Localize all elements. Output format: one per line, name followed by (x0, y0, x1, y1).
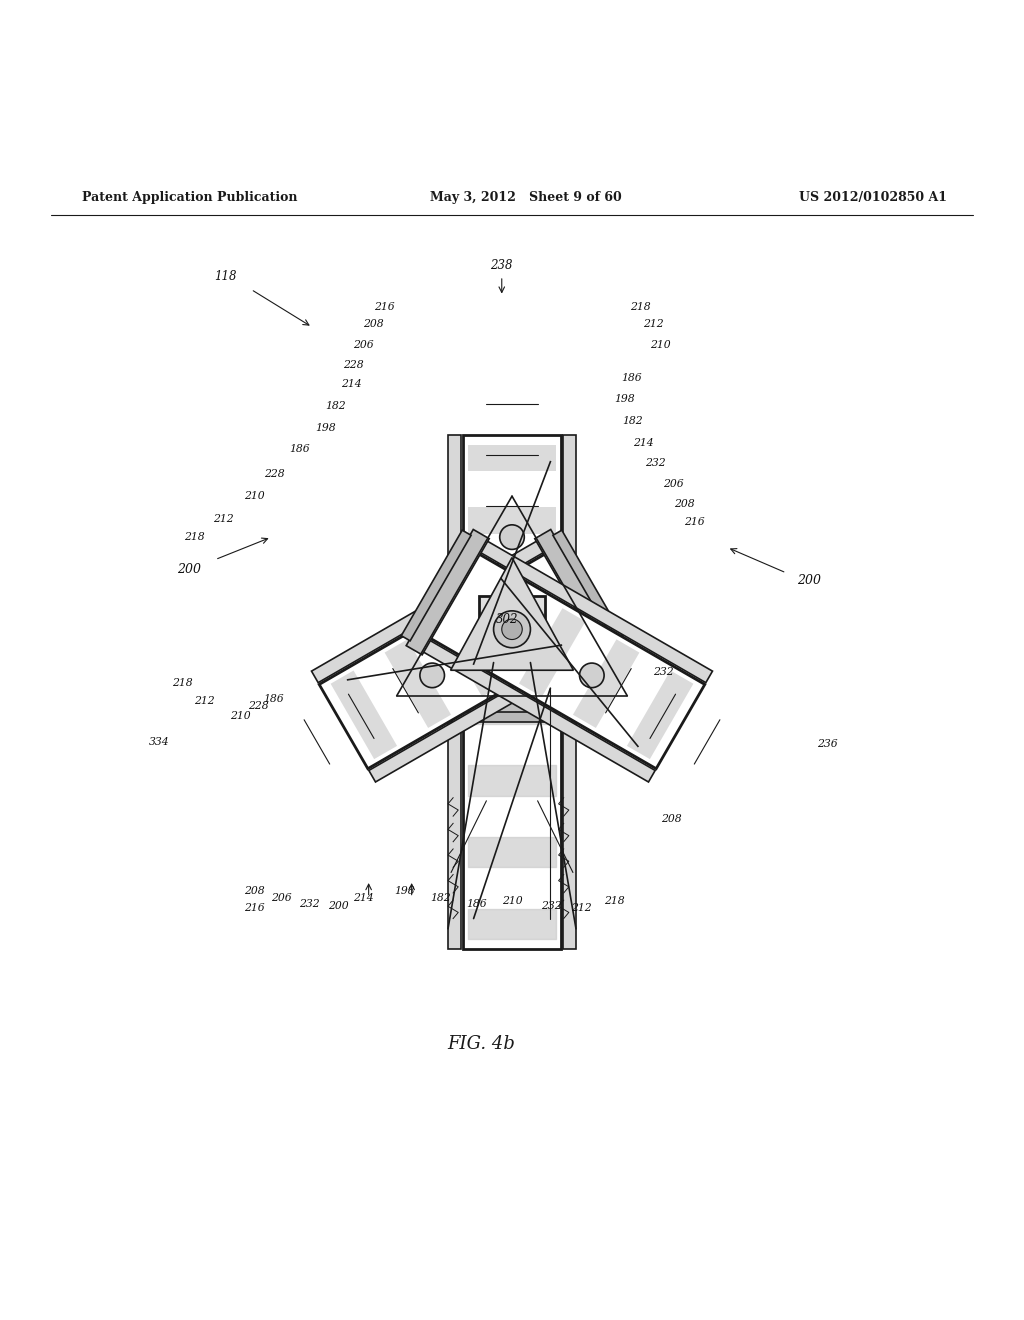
Text: 228: 228 (264, 469, 285, 479)
Text: 218: 218 (630, 302, 650, 312)
Text: 182: 182 (430, 892, 451, 903)
Bar (319, 549, 601, 768)
Text: 214: 214 (353, 892, 374, 903)
Bar (463, 642, 561, 949)
Bar (449, 434, 461, 705)
Text: 208: 208 (662, 813, 682, 824)
Text: 232: 232 (653, 668, 674, 677)
Text: 218: 218 (604, 896, 625, 906)
Bar (438, 609, 505, 697)
Bar (563, 434, 575, 705)
Bar (449, 642, 461, 949)
Text: 198: 198 (394, 887, 415, 896)
Text: 200: 200 (177, 564, 202, 577)
Bar (451, 624, 571, 635)
Circle shape (580, 663, 604, 688)
Text: 212: 212 (571, 903, 592, 913)
Text: 198: 198 (315, 422, 336, 433)
Text: 228: 228 (248, 701, 268, 711)
Text: 208: 208 (674, 499, 694, 510)
Bar (493, 577, 559, 665)
Text: 218: 218 (184, 532, 205, 543)
Bar (463, 434, 561, 705)
Text: 210: 210 (650, 339, 671, 350)
Bar (468, 445, 555, 471)
Bar (369, 635, 609, 781)
Text: May 3, 2012   Sheet 9 of 60: May 3, 2012 Sheet 9 of 60 (430, 190, 622, 203)
Bar (468, 507, 555, 533)
Text: 208: 208 (244, 887, 264, 896)
Text: 186: 186 (466, 899, 486, 908)
Bar (423, 549, 705, 768)
Text: 182: 182 (326, 401, 346, 411)
Text: 186: 186 (290, 444, 310, 454)
Bar (479, 597, 545, 663)
Bar (465, 577, 531, 665)
Text: 210: 210 (230, 711, 251, 721)
Text: 236: 236 (817, 739, 838, 748)
Bar (563, 642, 575, 949)
Bar (331, 671, 397, 759)
Circle shape (420, 663, 444, 688)
Circle shape (500, 525, 524, 549)
Text: 232: 232 (541, 900, 561, 911)
Text: 206: 206 (664, 479, 684, 488)
Text: 216: 216 (244, 903, 264, 913)
Text: 238: 238 (490, 259, 513, 272)
Bar (479, 597, 545, 663)
Text: 214: 214 (341, 379, 361, 388)
Text: 232: 232 (645, 458, 666, 469)
Text: 208: 208 (364, 319, 384, 329)
Bar (444, 634, 578, 652)
Text: US 2012/0102850 A1: US 2012/0102850 A1 (799, 190, 947, 203)
Text: 118: 118 (214, 269, 237, 282)
Bar (484, 601, 541, 657)
Text: 216: 216 (374, 302, 394, 312)
Text: 228: 228 (343, 360, 364, 370)
Text: 210: 210 (502, 896, 522, 906)
Text: 232: 232 (299, 899, 319, 908)
Bar (553, 531, 623, 640)
Text: 212: 212 (195, 696, 215, 706)
Text: 200: 200 (328, 900, 348, 911)
Circle shape (494, 611, 530, 648)
Bar (535, 529, 617, 655)
Bar (401, 531, 471, 640)
Text: 218: 218 (172, 677, 193, 688)
Bar (468, 570, 555, 597)
Bar (519, 609, 586, 697)
Text: Patent Application Publication: Patent Application Publication (82, 190, 297, 203)
Circle shape (502, 619, 522, 639)
Text: 206: 206 (353, 339, 374, 350)
Bar (311, 536, 552, 682)
Bar (444, 694, 580, 713)
Bar (407, 529, 489, 655)
Text: 212: 212 (213, 513, 233, 524)
Bar (385, 639, 451, 727)
Polygon shape (451, 557, 573, 671)
Text: 186: 186 (263, 694, 284, 704)
Bar (415, 635, 655, 781)
Text: 212: 212 (643, 319, 664, 329)
Text: 200: 200 (797, 574, 821, 586)
Text: 186: 186 (622, 374, 642, 383)
Text: 334: 334 (148, 737, 169, 747)
Text: 302: 302 (496, 612, 518, 626)
Text: 214: 214 (633, 438, 653, 447)
Text: 182: 182 (623, 416, 643, 426)
Bar (451, 711, 573, 722)
Text: FIG. 4b: FIG. 4b (447, 1035, 515, 1053)
Text: 206: 206 (271, 892, 292, 903)
Bar (472, 536, 713, 682)
Text: 210: 210 (244, 491, 264, 502)
Bar (573, 639, 639, 727)
Text: 198: 198 (614, 393, 635, 404)
Bar (627, 671, 693, 759)
Bar (468, 632, 555, 659)
Text: 216: 216 (684, 516, 705, 527)
